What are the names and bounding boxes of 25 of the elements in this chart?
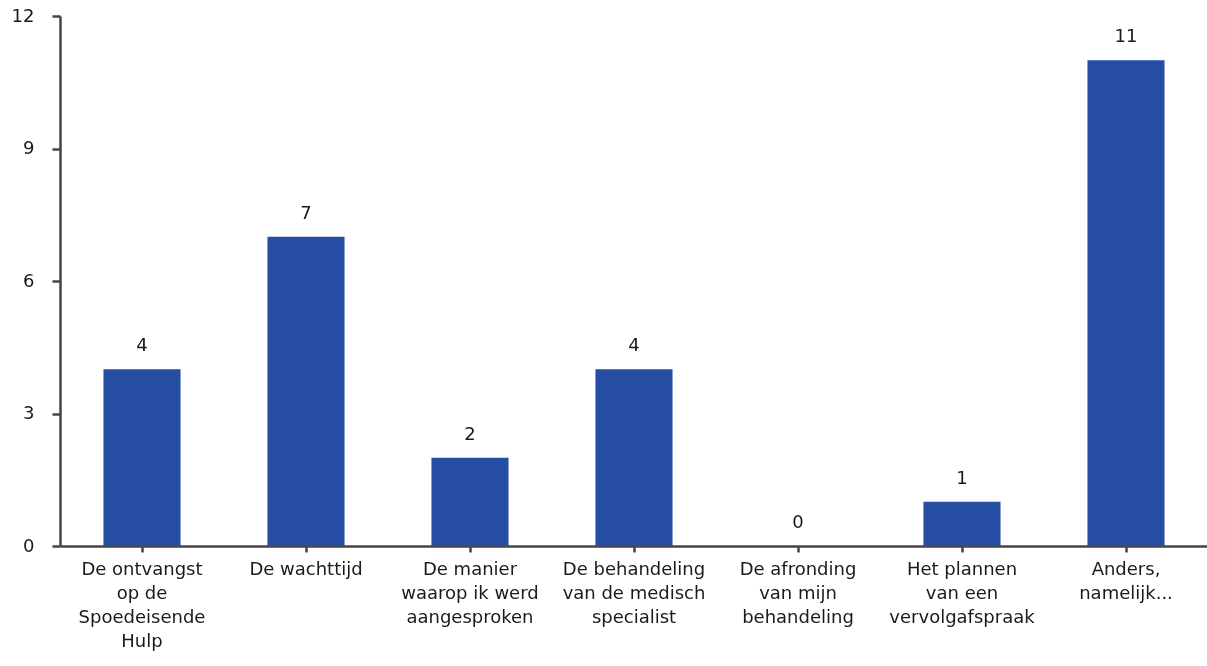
data-label: 4	[628, 334, 640, 356]
bar	[103, 369, 181, 546]
bar	[431, 457, 509, 546]
x-tick-label: De wachttijd	[249, 557, 363, 579]
y-tick-label: 0	[23, 534, 35, 556]
x-tick-label: De ontvangst op de Spoedeisende Hulp	[78, 557, 206, 651]
data-label: 11	[1114, 25, 1138, 47]
y-tick-label: 3	[23, 402, 35, 423]
y-tick-label: 6	[23, 269, 35, 291]
x-tick-label: De manier waarop ik werd aangesproken	[401, 557, 539, 627]
bar	[1087, 60, 1165, 546]
x-tick-label: De afronding van mijn behandeling	[739, 557, 857, 627]
data-label: 1	[956, 466, 968, 488]
data-label: 4	[136, 334, 148, 356]
y-tick-label: 12	[11, 4, 35, 26]
x-tick-label: Anders, namelijk...	[1079, 557, 1173, 603]
x-tick-label: Het plannen van een vervolgafspraak	[889, 557, 1036, 627]
data-label: 0	[792, 511, 804, 532]
bar	[923, 501, 1001, 546]
data-label: 7	[300, 201, 312, 223]
bar	[595, 369, 673, 546]
x-tick-label: De behandeling van de medisch specialist	[562, 557, 706, 627]
y-tick-label: 9	[23, 137, 35, 158]
bar	[267, 236, 345, 546]
data-label: 2	[464, 422, 476, 444]
